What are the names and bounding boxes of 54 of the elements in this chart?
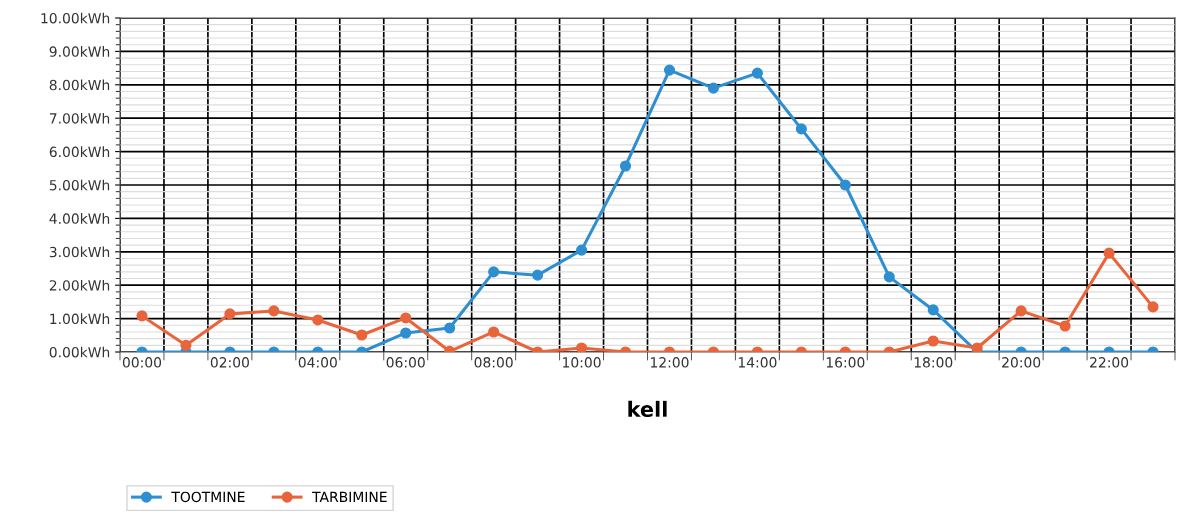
x-tick-label: 12:00 bbox=[650, 357, 689, 368]
point bbox=[795, 123, 807, 135]
point bbox=[707, 82, 719, 94]
x-tick-label: 22:00 bbox=[1090, 357, 1129, 368]
point bbox=[224, 308, 236, 320]
x-tick-label: 20:00 bbox=[1002, 357, 1041, 368]
point bbox=[576, 342, 588, 352]
point bbox=[971, 342, 983, 352]
y-tick-label: 8.00kWh bbox=[49, 79, 110, 91]
point bbox=[663, 64, 676, 76]
x-tick-label: 14:00 bbox=[738, 357, 777, 368]
point bbox=[356, 329, 368, 341]
point bbox=[927, 335, 939, 347]
legend-label: TOOTMINE bbox=[171, 491, 245, 503]
x-tick-label: 18:00 bbox=[914, 357, 953, 368]
y-tick-label: 2.00kWh bbox=[49, 279, 110, 291]
y-tick-label: 10.00kWh bbox=[41, 12, 110, 24]
point bbox=[488, 326, 500, 338]
point bbox=[619, 160, 632, 172]
y-tick-label: 7.00kWh bbox=[49, 112, 110, 124]
point bbox=[883, 271, 895, 283]
point bbox=[488, 266, 500, 278]
x-tick-label: 08:00 bbox=[474, 357, 513, 368]
y-tick-label: 0.00kWh bbox=[49, 346, 110, 358]
point bbox=[400, 327, 412, 339]
point bbox=[136, 310, 148, 322]
y-tick-label: 9.00kWh bbox=[49, 46, 110, 57]
point bbox=[1147, 301, 1159, 313]
y-tick-label: 5.00kWh bbox=[49, 179, 110, 191]
y-tick-label: 6.00kWh bbox=[49, 146, 110, 158]
x-tick-label: 16:00 bbox=[826, 357, 865, 368]
point bbox=[751, 67, 763, 79]
point bbox=[312, 314, 324, 326]
y-tick-label: 4.00kWh bbox=[49, 213, 110, 224]
x-tick-label: 10:00 bbox=[563, 357, 601, 368]
y-tick-label: 1.00kWh bbox=[50, 313, 110, 325]
point bbox=[444, 322, 456, 334]
x-tick-label: 00:00 bbox=[122, 357, 162, 368]
point bbox=[927, 304, 939, 316]
y-tick-label: 3.00kWh bbox=[49, 246, 110, 258]
x-axis-title: kell bbox=[628, 400, 667, 417]
point bbox=[1103, 247, 1115, 259]
legend-label: TARBIMINE bbox=[312, 491, 387, 502]
x-tick-label: 02:00 bbox=[210, 357, 249, 368]
point bbox=[1059, 320, 1071, 332]
point bbox=[839, 179, 851, 191]
x-tick-label: 04:00 bbox=[298, 357, 337, 368]
point bbox=[576, 244, 588, 256]
point bbox=[532, 269, 544, 281]
point bbox=[400, 312, 412, 324]
point bbox=[1015, 305, 1027, 317]
x-tick-label: 06:00 bbox=[386, 357, 425, 368]
point bbox=[180, 339, 192, 351]
point bbox=[268, 305, 280, 317]
